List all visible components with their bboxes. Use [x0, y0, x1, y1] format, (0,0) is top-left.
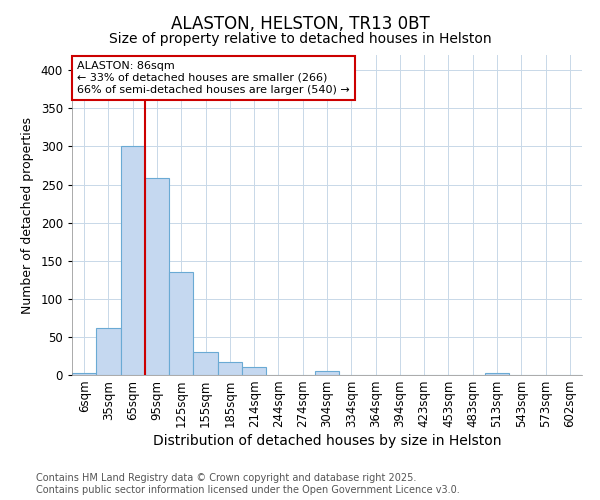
Bar — [121, 146, 145, 375]
Bar — [242, 366, 266, 375]
Bar — [96, 328, 121, 375]
Text: Size of property relative to detached houses in Helston: Size of property relative to detached ho… — [109, 32, 491, 46]
Text: Contains HM Land Registry data © Crown copyright and database right 2025.
Contai: Contains HM Land Registry data © Crown c… — [36, 474, 460, 495]
Bar — [193, 352, 218, 375]
Text: ALASTON, HELSTON, TR13 0BT: ALASTON, HELSTON, TR13 0BT — [170, 15, 430, 33]
Bar — [145, 178, 169, 375]
Bar — [315, 371, 339, 375]
Bar — [169, 272, 193, 375]
X-axis label: Distribution of detached houses by size in Helston: Distribution of detached houses by size … — [153, 434, 501, 448]
Bar — [218, 362, 242, 375]
Bar — [485, 374, 509, 375]
Y-axis label: Number of detached properties: Number of detached properties — [21, 116, 34, 314]
Text: ALASTON: 86sqm
← 33% of detached houses are smaller (266)
66% of semi-detached h: ALASTON: 86sqm ← 33% of detached houses … — [77, 62, 350, 94]
Bar — [72, 374, 96, 375]
